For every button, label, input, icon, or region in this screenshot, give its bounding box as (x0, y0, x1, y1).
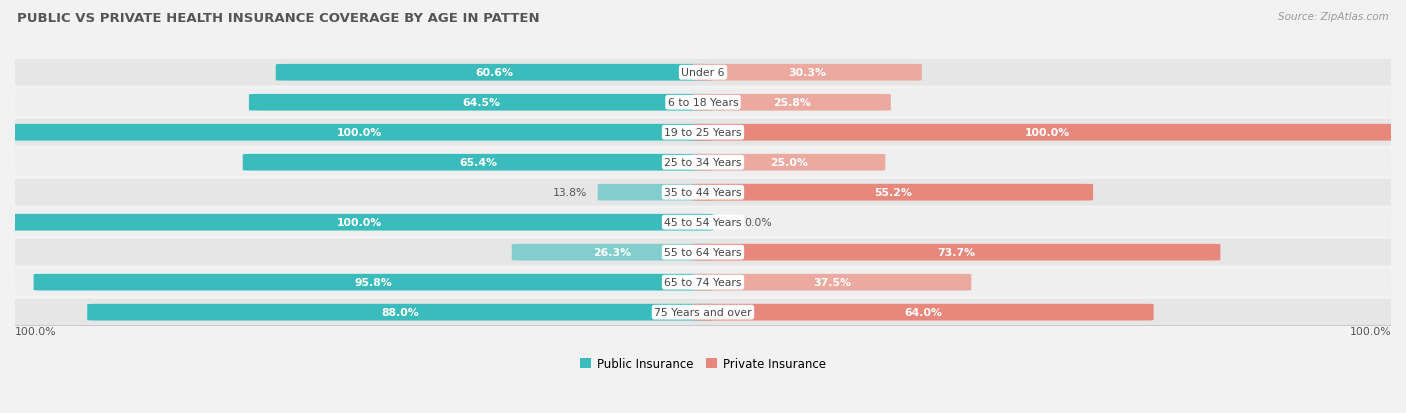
Text: 100.0%: 100.0% (1350, 326, 1391, 336)
Text: Under 6: Under 6 (682, 68, 724, 78)
Text: 65 to 74 Years: 65 to 74 Years (664, 278, 742, 287)
Text: 60.6%: 60.6% (475, 68, 513, 78)
FancyBboxPatch shape (693, 65, 922, 81)
FancyBboxPatch shape (249, 95, 713, 112)
Text: 25.0%: 25.0% (770, 158, 808, 168)
FancyBboxPatch shape (0, 239, 1406, 266)
Text: 25.8%: 25.8% (773, 98, 811, 108)
FancyBboxPatch shape (0, 299, 1406, 326)
FancyBboxPatch shape (0, 90, 1406, 116)
Text: 25 to 34 Years: 25 to 34 Years (664, 158, 742, 168)
FancyBboxPatch shape (87, 304, 713, 321)
FancyBboxPatch shape (693, 185, 1092, 201)
Text: 65.4%: 65.4% (458, 158, 498, 168)
Text: 100.0%: 100.0% (15, 326, 56, 336)
Text: 6 to 18 Years: 6 to 18 Years (668, 98, 738, 108)
FancyBboxPatch shape (693, 95, 891, 112)
FancyBboxPatch shape (512, 244, 713, 261)
Text: 0.0%: 0.0% (744, 218, 772, 228)
Text: Source: ZipAtlas.com: Source: ZipAtlas.com (1278, 12, 1389, 22)
Text: 95.8%: 95.8% (354, 278, 392, 287)
Text: 30.3%: 30.3% (789, 68, 827, 78)
Text: 73.7%: 73.7% (938, 247, 976, 258)
FancyBboxPatch shape (598, 185, 713, 201)
FancyBboxPatch shape (0, 180, 1406, 206)
FancyBboxPatch shape (4, 125, 713, 141)
Text: 75 Years and over: 75 Years and over (654, 307, 752, 317)
FancyBboxPatch shape (276, 65, 713, 81)
FancyBboxPatch shape (693, 244, 1220, 261)
Text: 26.3%: 26.3% (593, 247, 631, 258)
Text: 45 to 54 Years: 45 to 54 Years (664, 218, 742, 228)
FancyBboxPatch shape (693, 274, 972, 291)
Text: 88.0%: 88.0% (381, 307, 419, 317)
Text: 19 to 25 Years: 19 to 25 Years (664, 128, 742, 138)
FancyBboxPatch shape (693, 304, 1154, 321)
FancyBboxPatch shape (4, 214, 713, 231)
Legend: Public Insurance, Private Insurance: Public Insurance, Private Insurance (575, 353, 831, 375)
Text: 13.8%: 13.8% (553, 188, 588, 198)
FancyBboxPatch shape (34, 274, 713, 291)
Text: 64.0%: 64.0% (904, 307, 942, 317)
Text: 55 to 64 Years: 55 to 64 Years (664, 247, 742, 258)
FancyBboxPatch shape (0, 60, 1406, 86)
FancyBboxPatch shape (243, 154, 713, 171)
Text: 100.0%: 100.0% (336, 128, 381, 138)
Text: 100.0%: 100.0% (336, 218, 381, 228)
FancyBboxPatch shape (0, 150, 1406, 176)
FancyBboxPatch shape (693, 154, 886, 171)
FancyBboxPatch shape (693, 125, 1402, 141)
Text: 35 to 44 Years: 35 to 44 Years (664, 188, 742, 198)
Text: 55.2%: 55.2% (875, 188, 912, 198)
FancyBboxPatch shape (0, 209, 1406, 236)
Text: 64.5%: 64.5% (463, 98, 501, 108)
FancyBboxPatch shape (0, 269, 1406, 296)
FancyBboxPatch shape (0, 120, 1406, 146)
Text: 37.5%: 37.5% (813, 278, 851, 287)
Text: 100.0%: 100.0% (1025, 128, 1070, 138)
Text: PUBLIC VS PRIVATE HEALTH INSURANCE COVERAGE BY AGE IN PATTEN: PUBLIC VS PRIVATE HEALTH INSURANCE COVER… (17, 12, 540, 25)
